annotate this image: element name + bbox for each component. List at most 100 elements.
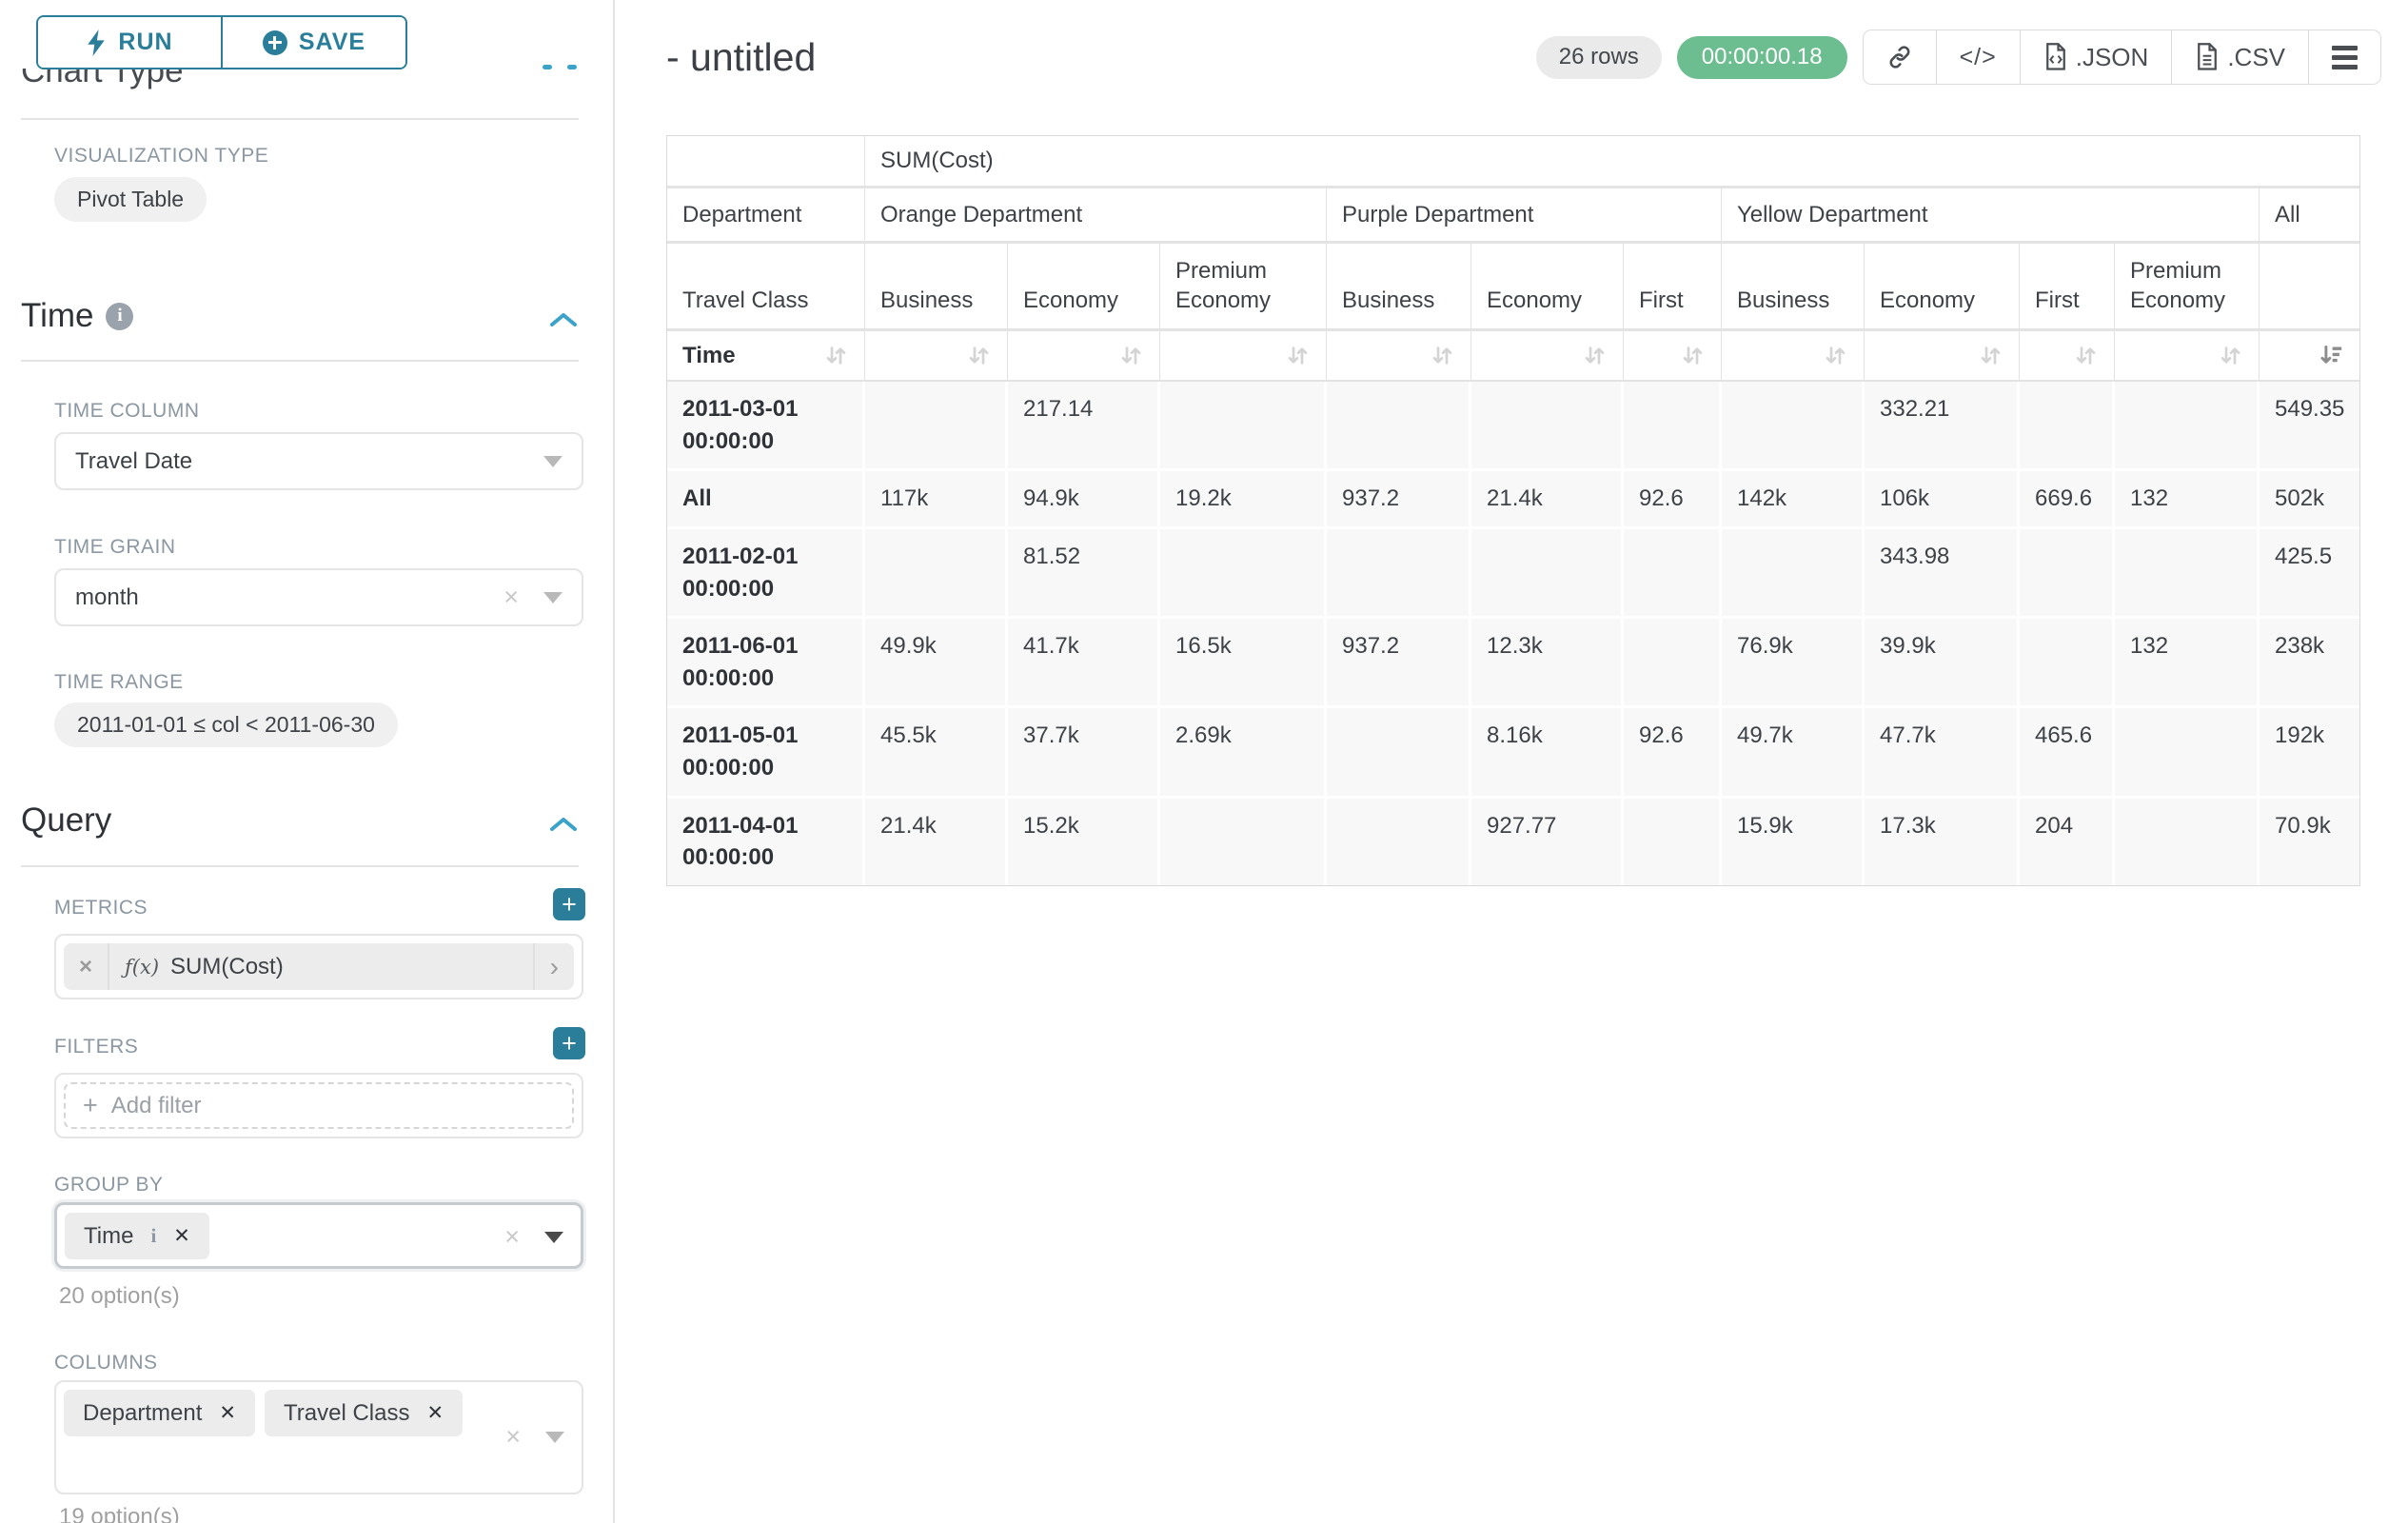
value-cell: 76.9k: [1722, 619, 1865, 708]
sort-icon[interactable]: [2218, 343, 2243, 368]
time-section-heading[interactable]: Time i: [21, 297, 133, 335]
sortable-column-header[interactable]: [1008, 331, 1160, 382]
metric-chip[interactable]: × ƒ(x) SUM(Cost) ›: [64, 943, 574, 990]
value-cell: 21.4k: [1471, 471, 1624, 529]
value-cell: 19.2k: [1160, 471, 1327, 529]
value-cell: 238k: [2260, 619, 2359, 708]
row-count-badge: 26 rows: [1536, 36, 1662, 79]
plus-icon: +: [83, 1091, 98, 1120]
clear-icon[interactable]: ×: [504, 1224, 520, 1250]
row-dimension-label: Department: [667, 188, 865, 244]
selected-option-label: Travel Class: [284, 1400, 409, 1427]
sort-icon[interactable]: [823, 343, 849, 368]
value-cell: 45.5k: [865, 708, 1008, 798]
add-metric-button[interactable]: +: [553, 888, 585, 920]
selected-option-pill[interactable]: Travel Class ✕: [265, 1390, 463, 1436]
run-button[interactable]: RUN: [38, 17, 221, 68]
chevron-up-icon[interactable]: [548, 815, 579, 834]
time-column-label: TIME COLUMN: [54, 400, 200, 423]
chart-type-collapse-icon[interactable]: [543, 65, 577, 69]
sortable-column-header[interactable]: [1327, 331, 1471, 382]
remove-option-icon[interactable]: ✕: [426, 1401, 444, 1425]
row-header-cell: 2011-02-01 00:00:00: [667, 529, 865, 619]
remove-option-icon[interactable]: ✕: [219, 1401, 236, 1425]
export-csv-button[interactable]: .CSV: [2171, 30, 2308, 84]
info-icon: i: [150, 1224, 156, 1248]
value-cell: 549.35: [2260, 382, 2359, 471]
link-icon: [1886, 44, 1913, 70]
remove-metric-icon[interactable]: ×: [64, 943, 109, 990]
embed-code-button[interactable]: </>: [1936, 30, 2020, 84]
chart-title[interactable]: - untitled: [666, 35, 1536, 80]
value-cell: [2115, 382, 2260, 471]
sort-icon[interactable]: [966, 343, 992, 368]
sortable-column-header[interactable]: [1722, 331, 1865, 382]
sort-icon[interactable]: [1430, 343, 1455, 368]
value-cell: 41.7k: [1008, 619, 1160, 708]
value-cell: 8.16k: [1471, 708, 1624, 798]
query-timer-badge: 00:00:00.18: [1677, 36, 1847, 79]
remove-option-icon[interactable]: ✕: [173, 1224, 190, 1248]
column-subheader: Economy: [1008, 244, 1160, 331]
sort-icon[interactable]: [1285, 343, 1311, 368]
value-cell: [1160, 382, 1327, 471]
section-divider: [21, 865, 579, 867]
query-section-heading[interactable]: Query: [21, 801, 111, 840]
value-cell: [2115, 708, 2260, 798]
sort-icon[interactable]: [1118, 343, 1144, 368]
value-cell: 39.9k: [1865, 619, 2020, 708]
time-sort-header[interactable]: Time: [667, 331, 865, 382]
row-dimension-label: Travel Class: [667, 244, 865, 331]
export-csv-label: .CSV: [2227, 43, 2285, 72]
run-save-button-group: RUN SAVE: [36, 15, 407, 69]
sortable-column-header[interactable]: [2020, 331, 2115, 382]
sortable-column-header[interactable]: [865, 331, 1008, 382]
sorted-column-header[interactable]: [2260, 331, 2359, 382]
value-cell: [1722, 529, 1865, 619]
more-menu-button[interactable]: [2308, 30, 2380, 84]
file-lines-icon: [2195, 43, 2220, 71]
chevron-up-icon[interactable]: [548, 310, 579, 329]
value-cell: 669.6: [2020, 471, 2115, 529]
metrics-control: × ƒ(x) SUM(Cost) ›: [54, 934, 583, 999]
add-filter-dropzone[interactable]: + Add filter: [64, 1082, 574, 1129]
export-json-button[interactable]: .JSON: [2020, 30, 2172, 84]
columns-select[interactable]: Department✕ Travel Class ✕ ×: [54, 1380, 583, 1494]
value-cell: [2020, 619, 2115, 708]
sort-icon[interactable]: [2073, 343, 2099, 368]
chevron-right-icon[interactable]: ›: [533, 943, 574, 990]
value-cell: 117k: [865, 471, 1008, 529]
sortable-column-header[interactable]: [1865, 331, 2020, 382]
save-button[interactable]: SAVE: [221, 17, 405, 68]
row-header-cell: 2011-04-01 00:00:00: [667, 799, 865, 885]
caret-down-icon: [543, 456, 563, 467]
column-subheader: Business: [1327, 244, 1471, 331]
selected-option-pill[interactable]: Timei✕: [65, 1213, 209, 1259]
sortable-column-header[interactable]: [1624, 331, 1722, 382]
column-group-header: Orange Department: [865, 188, 1327, 244]
value-cell: 465.6: [2020, 708, 2115, 798]
clear-icon[interactable]: ×: [503, 584, 519, 610]
group-by-select[interactable]: Timei✕ ×: [54, 1202, 583, 1269]
time-grain-value: month: [75, 584, 503, 611]
save-button-label: SAVE: [299, 29, 365, 56]
visualization-type-value[interactable]: Pivot Table: [54, 177, 207, 222]
clear-icon[interactable]: ×: [505, 1424, 521, 1450]
value-cell: [865, 529, 1008, 619]
sort-icon[interactable]: [1823, 343, 1848, 368]
sortable-column-header[interactable]: [2115, 331, 2260, 382]
sort-icon[interactable]: [1582, 343, 1608, 368]
time-range-value[interactable]: 2011-01-01 ≤ col < 2011-06-30: [54, 702, 398, 747]
sort-icon[interactable]: [1680, 343, 1706, 368]
selected-option-pill[interactable]: Department✕: [64, 1390, 255, 1436]
column-subheader: Economy: [1865, 244, 2020, 331]
sortable-column-header[interactable]: [1160, 331, 1327, 382]
sort-desc-icon[interactable]: [2319, 343, 2344, 368]
sort-icon[interactable]: [1978, 343, 2003, 368]
column-group-header: Purple Department: [1327, 188, 1722, 244]
time-grain-select[interactable]: month ×: [54, 568, 583, 626]
sortable-column-header[interactable]: [1471, 331, 1624, 382]
time-column-select[interactable]: Travel Date: [54, 432, 583, 490]
share-link-button[interactable]: [1864, 30, 1936, 84]
add-filter-button[interactable]: +: [553, 1027, 585, 1059]
